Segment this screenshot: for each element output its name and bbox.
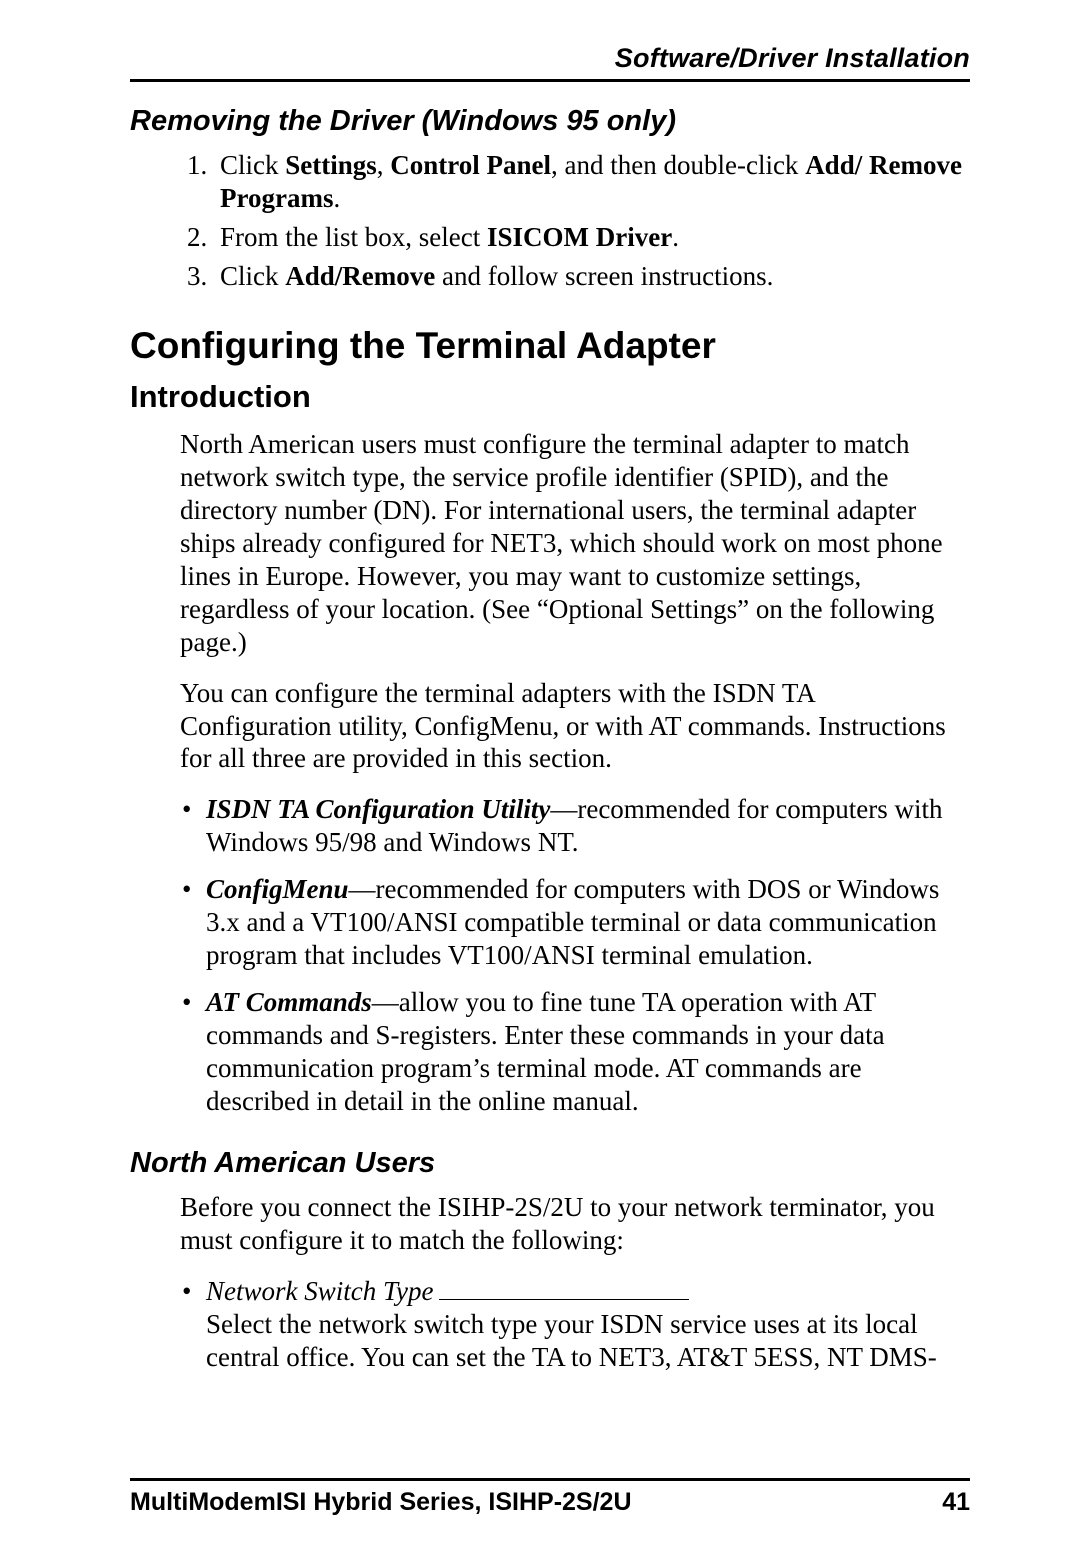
- na-config-list: Network Switch Type Select the network s…: [178, 1275, 970, 1388]
- page-number: 41: [942, 1487, 970, 1518]
- bold-text: ISICOM Driver: [487, 222, 672, 252]
- text: , and then double-click: [551, 150, 805, 180]
- text: ,: [377, 150, 391, 180]
- intro-paragraph-1: North American users must configure the …: [180, 428, 970, 659]
- lead-term: ISDN TA Configuration Utility: [206, 794, 550, 824]
- remove-driver-steps: Click Settings, Control Panel, and then …: [130, 149, 970, 299]
- bold-text: Settings: [285, 150, 377, 180]
- text: From the list box, select: [220, 222, 487, 252]
- na-intro-paragraph: Before you connect the ISIHP-2S/2U to yo…: [180, 1191, 970, 1257]
- list-item: Click Settings, Control Panel, and then …: [214, 149, 970, 215]
- text: and follow screen instructions.: [435, 261, 773, 291]
- running-header: Software/Driver Installation: [130, 42, 970, 75]
- text: Click: [220, 150, 285, 180]
- lead-term: ConfigMenu: [206, 874, 349, 904]
- list-item: ISDN TA Configuration Utility—recommende…: [178, 793, 970, 859]
- fill-in-line: [439, 1299, 689, 1300]
- list-item: Click Add/Remove and follow screen instr…: [214, 260, 970, 293]
- text: .: [672, 222, 679, 252]
- config-methods-list: ISDN TA Configuration Utility—recommende…: [178, 793, 970, 1131]
- heading-na-users: North American Users: [130, 1146, 970, 1181]
- header-rule: [130, 79, 970, 82]
- document-page: Software/Driver Installation Removing th…: [0, 0, 1080, 1553]
- intro-paragraph-2: You can configure the terminal adapters …: [180, 677, 970, 776]
- list-item: Network Switch Type Select the network s…: [178, 1275, 970, 1374]
- page-footer: MultiModemISI Hybrid Series, ISIHP-2S/2U…: [130, 1478, 970, 1518]
- text: Click: [220, 261, 285, 291]
- text: .: [333, 183, 340, 213]
- lead-term: AT Commands: [206, 987, 372, 1017]
- heading-configuring-ta: Configuring the Terminal Adapter: [130, 323, 970, 368]
- lead-term: Network Switch Type: [206, 1276, 433, 1306]
- heading-introduction: Introduction: [130, 378, 970, 416]
- list-item: AT Commands—allow you to fine tune TA op…: [178, 986, 970, 1118]
- bold-text: Add/Remove: [285, 261, 435, 291]
- heading-removing-driver: Removing the Driver (Windows 95 only): [130, 104, 970, 139]
- list-item: ConfigMenu—recommended for computers wit…: [178, 873, 970, 972]
- footer-left: MultiModemISI Hybrid Series, ISIHP-2S/2U: [130, 1487, 632, 1518]
- bold-text: Control Panel: [390, 150, 551, 180]
- lead-term-text: Network Switch Type: [206, 1276, 433, 1306]
- footer-row: MultiModemISI Hybrid Series, ISIHP-2S/2U…: [130, 1487, 970, 1518]
- footer-rule: [130, 1478, 970, 1481]
- list-item: From the list box, select ISICOM Driver.: [214, 221, 970, 254]
- text: Select the network switch type your ISDN…: [206, 1309, 937, 1372]
